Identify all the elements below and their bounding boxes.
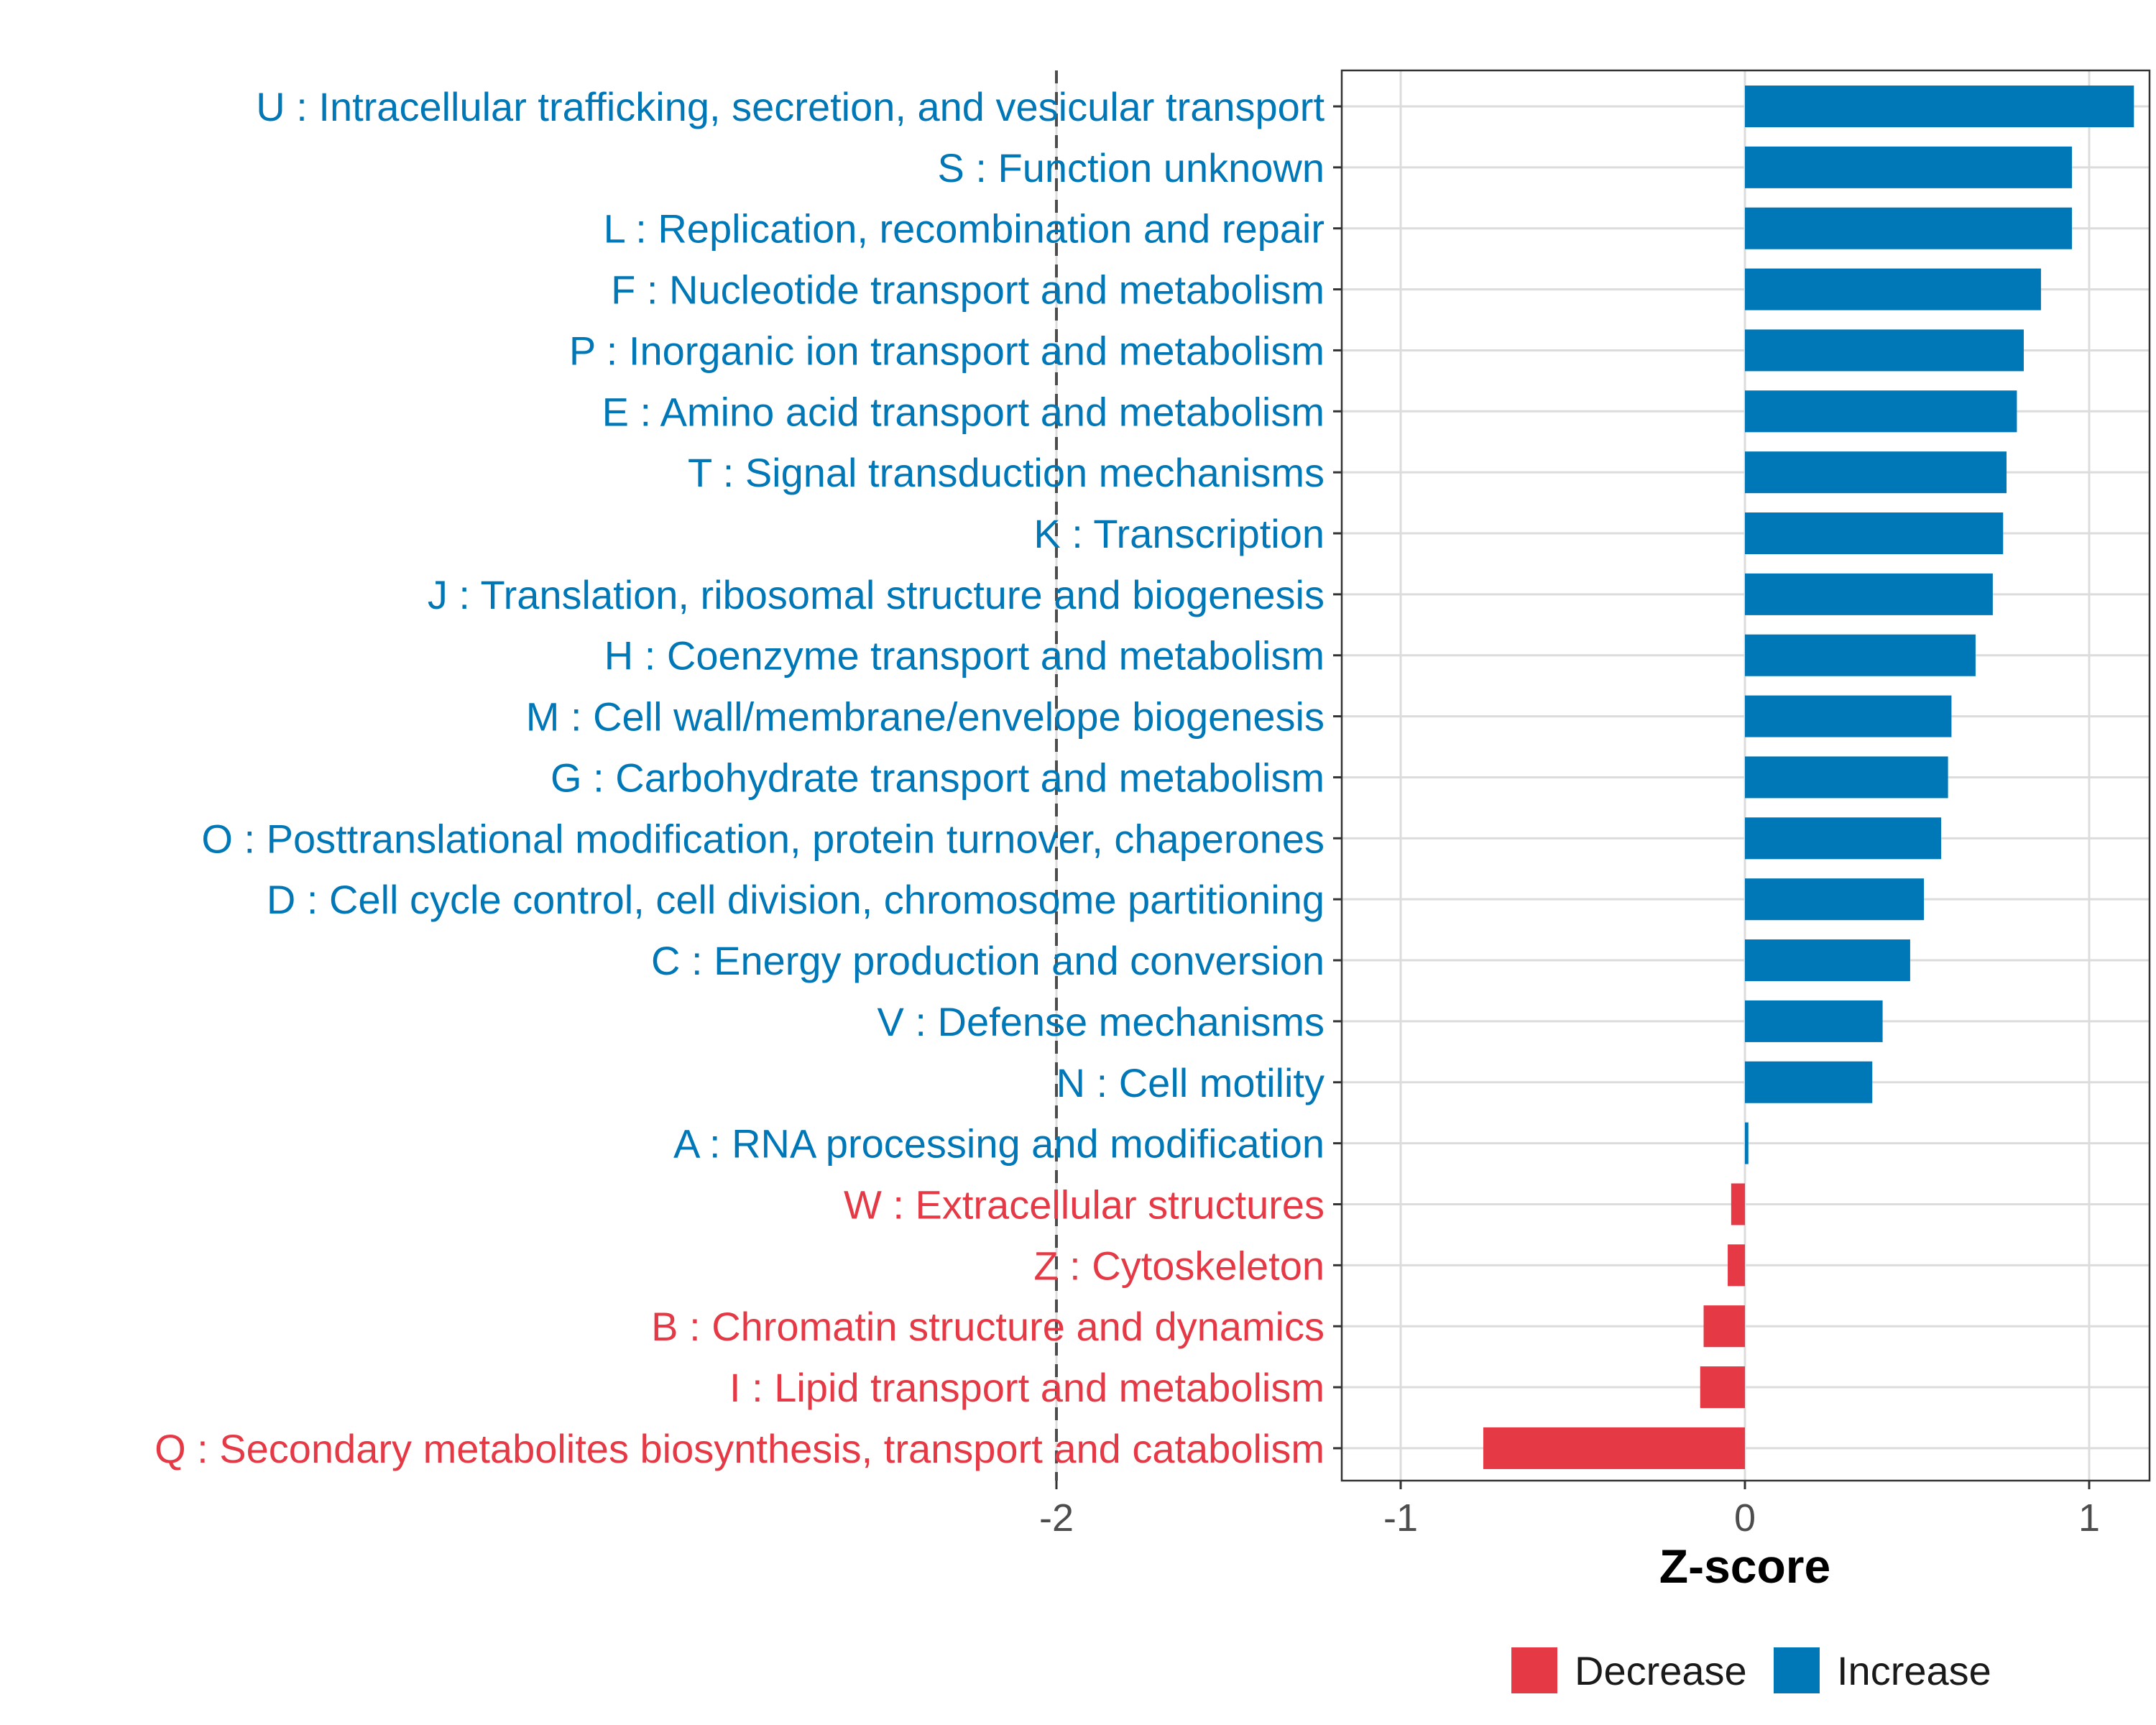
legend-swatch-decrease: [1511, 1647, 1557, 1693]
bar: [1728, 1244, 1745, 1287]
category-label: J : Translation, ribosomal structure and…: [428, 572, 1325, 617]
x-axis-title: Z-score: [1659, 1540, 1830, 1593]
bar: [1745, 1000, 1883, 1042]
category-label: V : Defense mechanisms: [877, 999, 1325, 1044]
bar: [1745, 1122, 1749, 1164]
bar: [1745, 329, 2024, 372]
bar: [1745, 939, 1910, 982]
category-label: A : RNA processing and modification: [673, 1121, 1325, 1167]
category-label: Q : Secondary metabolites biosynthesis, …: [155, 1426, 1325, 1471]
bar: [1703, 1305, 1745, 1348]
category-label: N : Cell motility: [1056, 1060, 1325, 1105]
category-label: G : Carbohydrate transport and metabolis…: [550, 755, 1325, 800]
bar: [1745, 207, 2073, 249]
bar: [1745, 573, 1993, 615]
category-label: M : Cell wall/membrane/envelope biogenes…: [526, 694, 1325, 740]
x-tick-label: 1: [2078, 1496, 2100, 1540]
category-label: O : Posttranslational modification, prot…: [201, 816, 1325, 861]
bar: [1745, 878, 1925, 921]
bar: [1745, 1061, 1873, 1103]
category-label: T : Signal transduction mechanisms: [688, 450, 1325, 495]
category-label: H : Coenzyme transport and metabolism: [604, 633, 1325, 678]
category-label: I : Lipid transport and metabolism: [729, 1365, 1325, 1410]
x-tick-label: 0: [1734, 1496, 1756, 1540]
bar: [1700, 1366, 1745, 1409]
category-label: L : Replication, recombination and repai…: [604, 206, 1325, 252]
category-label: F : Nucleotide transport and metabolism: [611, 267, 1325, 313]
bar: [1745, 86, 2134, 127]
bar: [1745, 146, 2073, 188]
category-label: U : Intracellular trafficking, secretion…: [256, 84, 1325, 129]
legend-label-increase: Increase: [1837, 1648, 1991, 1693]
bar: [1745, 634, 1976, 676]
bar: [1731, 1183, 1745, 1225]
category-label: C : Energy production and conversion: [651, 938, 1325, 983]
bar: [1745, 512, 2004, 555]
category-label: K : Transcription: [1033, 511, 1325, 556]
bar: [1745, 451, 2007, 494]
bar: [1745, 817, 1942, 860]
legend-label-decrease: Decrease: [1575, 1648, 1747, 1693]
bar: [1745, 390, 2017, 433]
reference-lines: [1055, 70, 1058, 1481]
x-tick-label: -1: [1383, 1496, 1418, 1540]
category-label: S : Function unknown: [937, 145, 1325, 190]
x-tick-label: -2: [1039, 1496, 1074, 1540]
category-label: W : Extracellular structures: [844, 1182, 1325, 1227]
bar: [1745, 268, 2041, 310]
x-axis: -2-1012: [1039, 1481, 2100, 1540]
bars: [1483, 86, 2134, 1469]
category-label: Z : Cytoskeleton: [1033, 1243, 1325, 1288]
bar: [1745, 756, 1948, 799]
legend-swatch-increase: [1774, 1647, 1820, 1693]
category-label: P : Inorganic ion transport and metaboli…: [569, 328, 1325, 373]
category-label: D : Cell cycle control, cell division, c…: [267, 877, 1325, 922]
y-ticks: [1333, 105, 1342, 1450]
legend: Decrease Increase: [1511, 1647, 1991, 1693]
bar: [1745, 695, 1952, 737]
category-label: E : Amino acid transport and metabolism: [602, 389, 1325, 434]
category-labels: U : Intracellular trafficking, secretion…: [155, 84, 1325, 1471]
bar: [1483, 1427, 1745, 1469]
category-label: B : Chromatin structure and dynamics: [651, 1304, 1325, 1349]
